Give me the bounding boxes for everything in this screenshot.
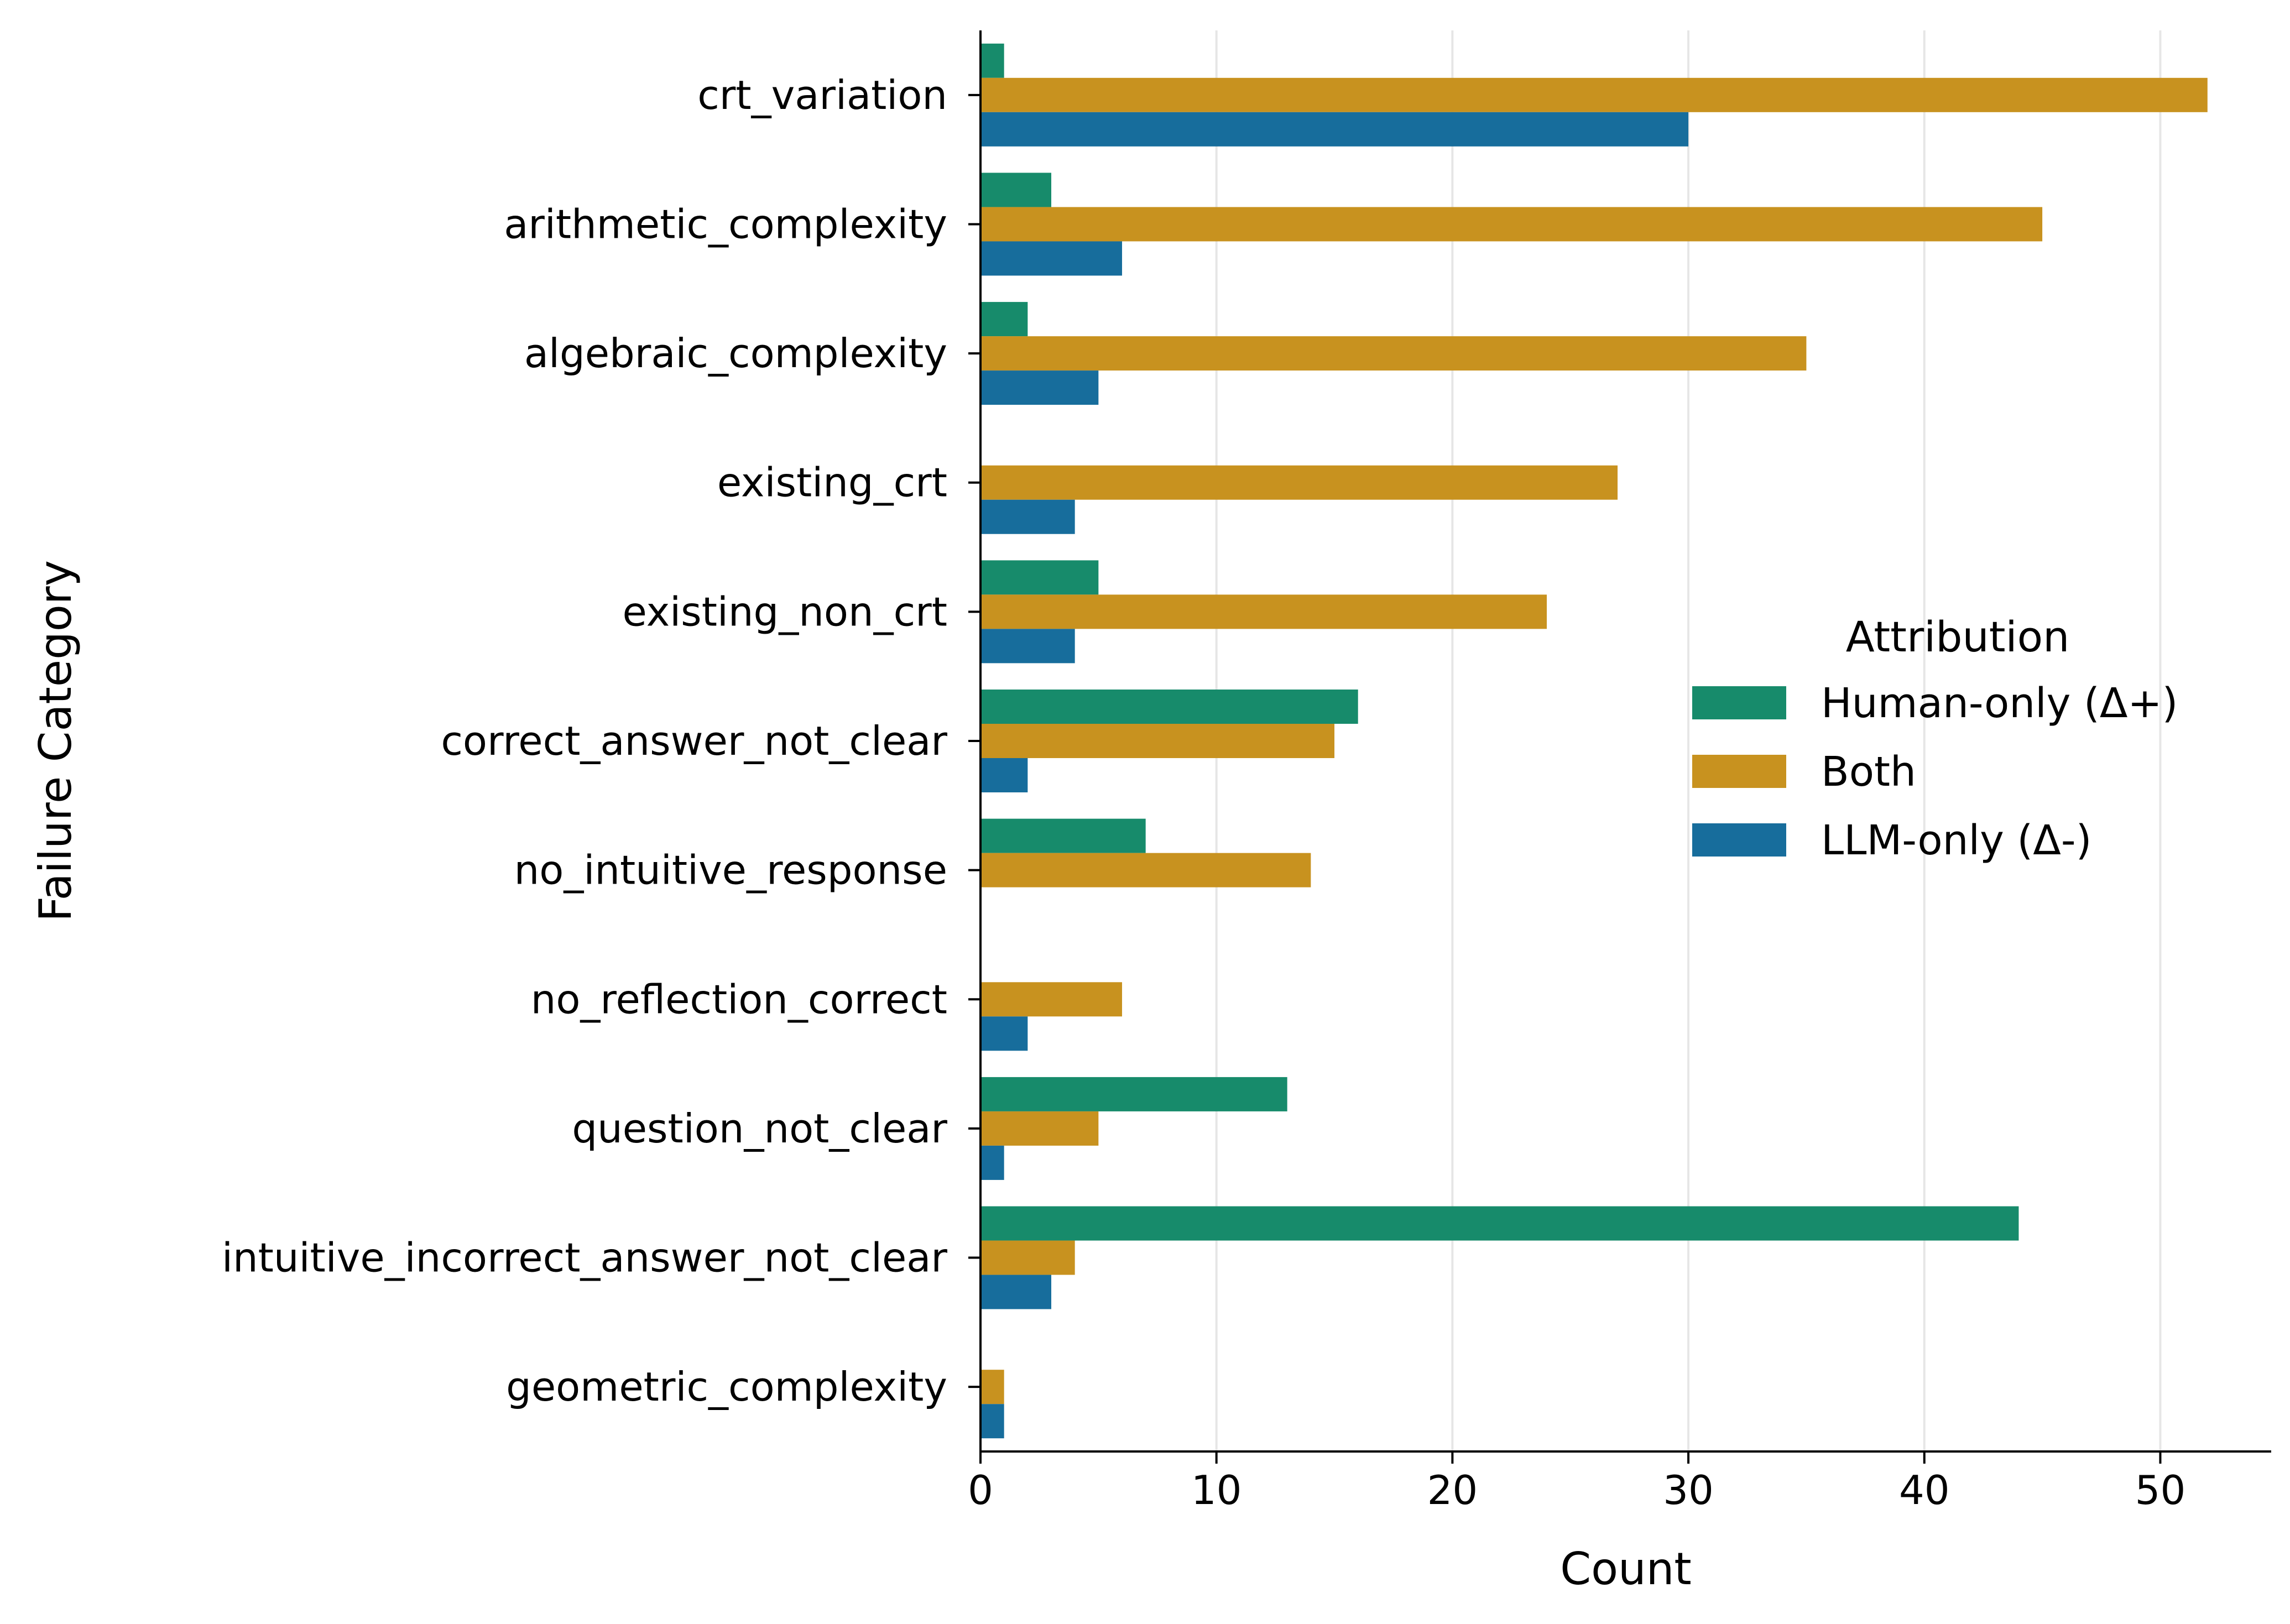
- legend-swatch: [1692, 686, 1786, 719]
- bar: [980, 1240, 1075, 1275]
- bar: [980, 336, 1807, 371]
- bar: [980, 1275, 1052, 1309]
- bar: [980, 77, 2208, 112]
- bar: [980, 1206, 2019, 1241]
- bar: [980, 1016, 1028, 1051]
- legend-title: Attribution: [1846, 612, 2070, 661]
- bar: [980, 370, 1099, 405]
- y-tick-label: existing_crt: [717, 459, 947, 506]
- bar: [980, 594, 1547, 629]
- bar: [980, 724, 1335, 758]
- bar: [980, 853, 1311, 887]
- y-axis-ticks: crt_variation arithmetic_complexityalgebr…: [222, 72, 980, 1410]
- y-axis-title: Failure Category: [30, 560, 81, 922]
- bar: [980, 207, 2043, 242]
- y-tick-label: arithmetic_complexity: [504, 201, 947, 247]
- bar: [980, 1077, 1287, 1111]
- bar: [980, 43, 1004, 78]
- bar: [980, 112, 1689, 147]
- bar: [980, 758, 1028, 792]
- bar: [980, 1111, 1099, 1146]
- bar: [980, 560, 1099, 595]
- y-tick-label: correct_answer_not_clear: [441, 718, 947, 764]
- bar: [980, 818, 1146, 853]
- bar: [980, 499, 1075, 534]
- y-tick-label: geometric_complexity: [506, 1364, 947, 1410]
- legend-label: Human-only (Δ+): [1821, 680, 2178, 727]
- y-tick-label: algebraic_complexity: [524, 330, 947, 377]
- bar: [980, 241, 1123, 276]
- y-tick-label: crt_variation: [697, 72, 947, 118]
- legend-label: LLM-only (Δ-): [1821, 817, 2092, 864]
- x-tick-label: 30: [1663, 1467, 1714, 1513]
- bar: [980, 1145, 1004, 1180]
- y-tick-label: no_intuitive_response: [514, 847, 947, 894]
- bar: [980, 1370, 1004, 1404]
- y-tick-label: question_not_clear: [572, 1105, 947, 1152]
- bar: [980, 690, 1358, 724]
- x-axis-ticks: 0 10 20 30 40 50: [968, 1451, 2185, 1513]
- y-tick-label: intuitive_incorrect_answer_not_clear: [222, 1235, 947, 1281]
- bar: [980, 982, 1123, 1017]
- legend: Attribution Human-only (Δ+) Both LLM-only …: [1692, 612, 2178, 864]
- bar: [980, 1404, 1004, 1439]
- legend-swatch: [1692, 755, 1786, 788]
- y-tick-label: existing_non_crt: [623, 588, 947, 635]
- y-tick-label: no_reflection_correct: [531, 976, 947, 1022]
- x-tick-label: 50: [2135, 1467, 2186, 1513]
- bar: [980, 302, 1028, 337]
- legend-swatch: [1692, 823, 1786, 857]
- bar: [980, 629, 1075, 664]
- x-tick-label: 40: [1899, 1467, 1950, 1513]
- x-tick-label: 10: [1191, 1467, 1242, 1513]
- bars: [980, 43, 2208, 1439]
- x-tick-label: 20: [1427, 1467, 1478, 1513]
- legend-label: Both: [1821, 748, 1916, 796]
- x-tick-label: 0: [968, 1467, 993, 1513]
- x-axis-title: Count: [1560, 1543, 1692, 1595]
- bar: [980, 173, 1052, 207]
- bar: [980, 465, 1618, 500]
